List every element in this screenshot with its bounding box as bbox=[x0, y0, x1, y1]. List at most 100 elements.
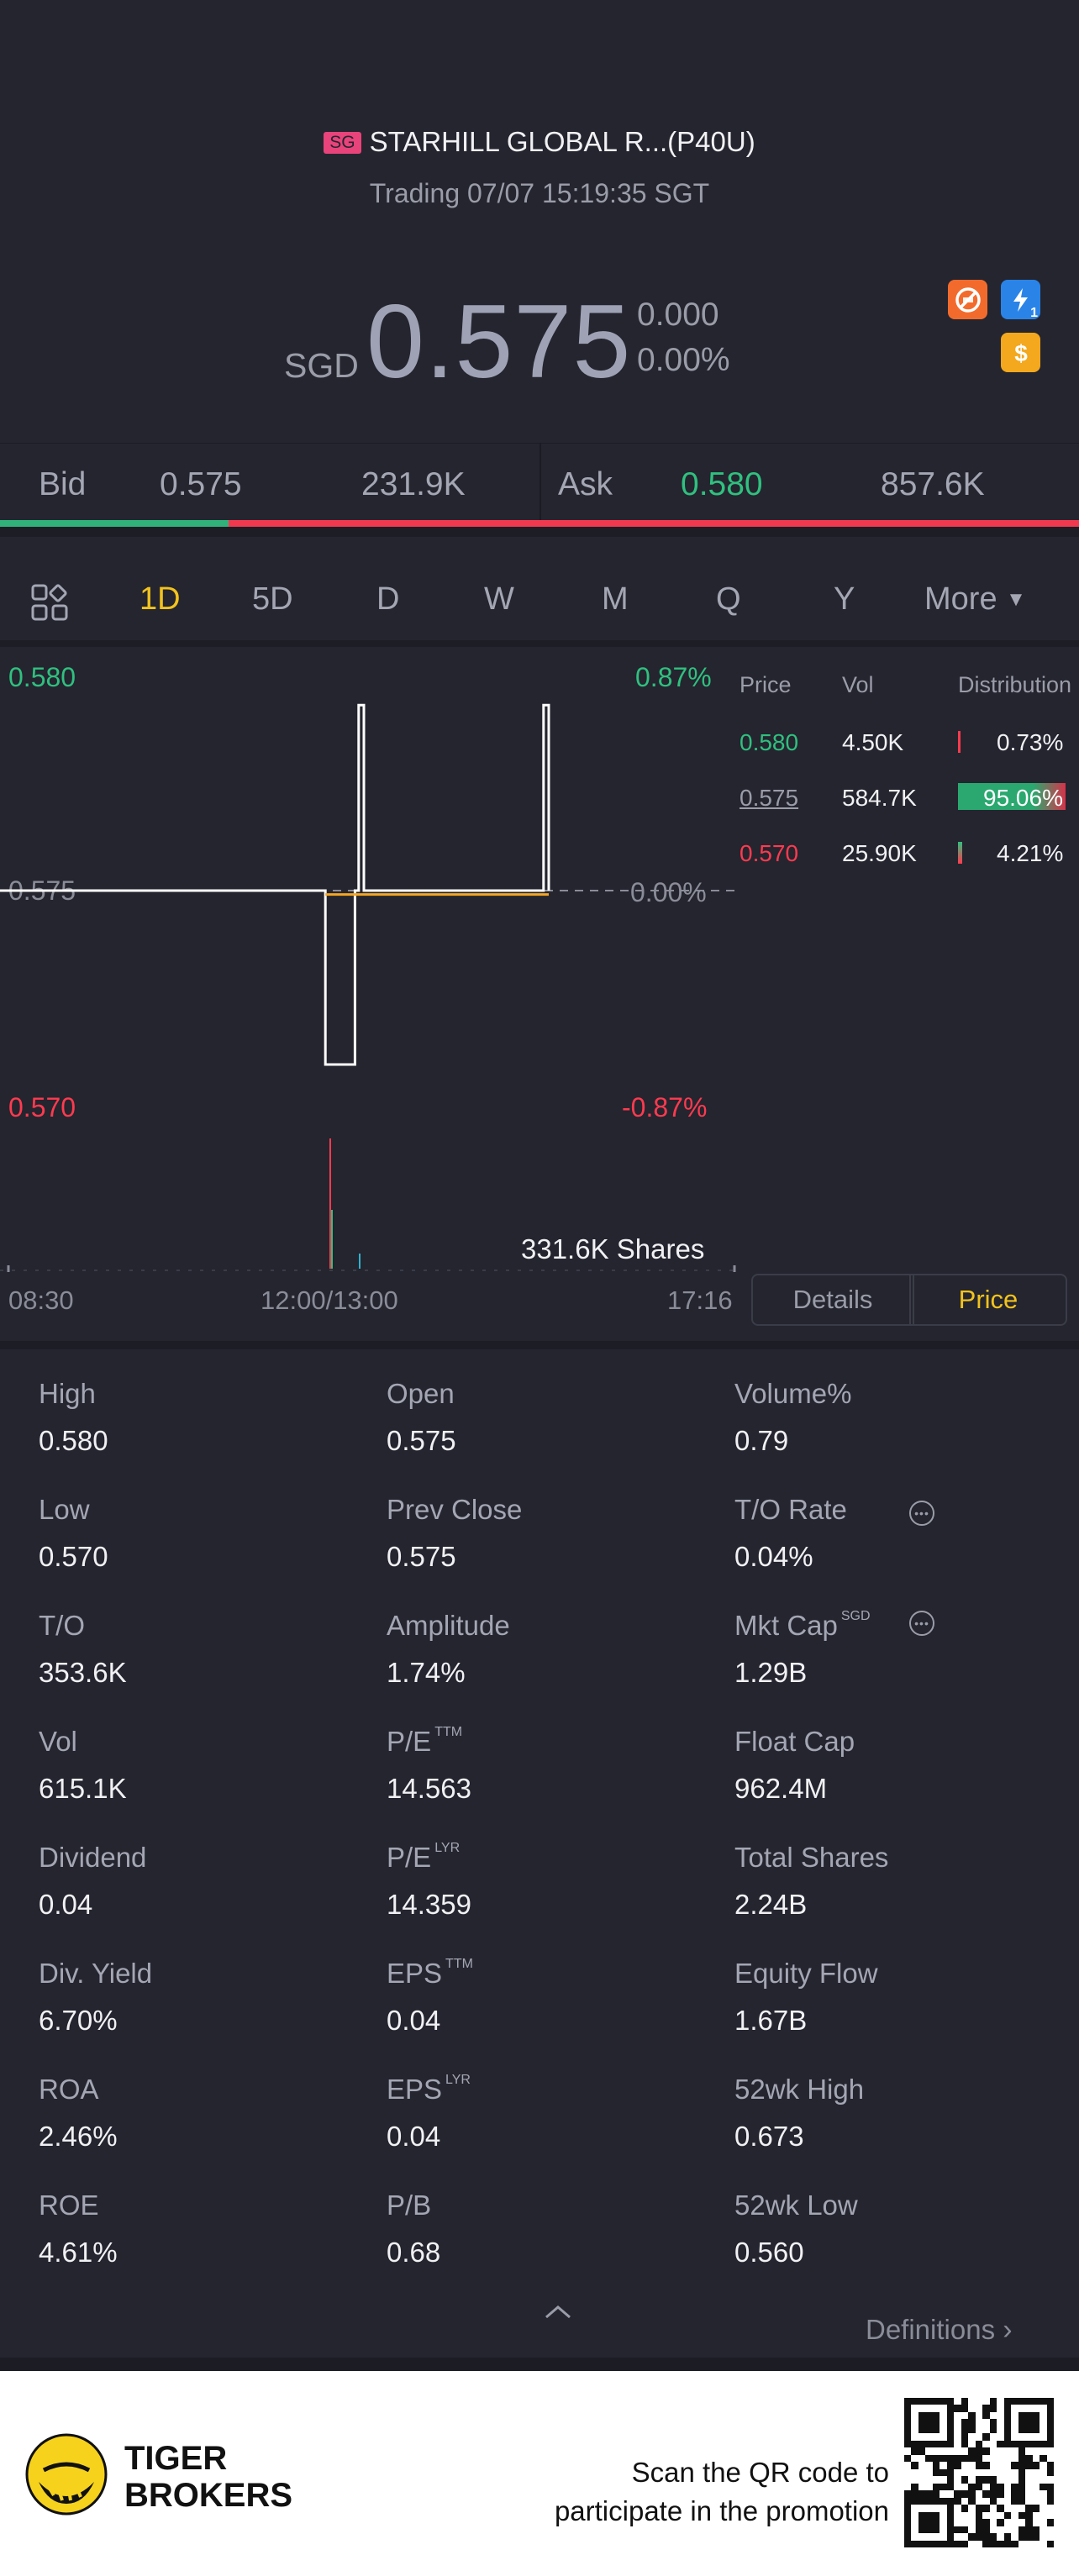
details-tab[interactable]: Details bbox=[751, 1274, 914, 1326]
section-separator bbox=[0, 527, 1079, 537]
y-axis-bottom-pct: -0.87% bbox=[622, 1092, 708, 1122]
stat-label-superscript: TTM bbox=[434, 1725, 463, 1739]
dist-header-distribution: Distribution bbox=[958, 672, 1072, 697]
tab-1d[interactable]: 1D bbox=[139, 581, 181, 617]
tab-y[interactable]: Y bbox=[834, 581, 855, 617]
stat-label: Prev Close bbox=[387, 1494, 522, 1526]
stat-value: 4.61% bbox=[39, 2237, 118, 2268]
stat-label-text: Float Cap bbox=[734, 1726, 855, 1757]
ask-volume: 857.6K bbox=[881, 466, 985, 502]
stat-label-text: Div. Yield bbox=[39, 1958, 153, 1989]
mkt-cap-info-icon[interactable]: ••• bbox=[909, 1611, 934, 1636]
stat-value: 2.24B bbox=[734, 1889, 808, 1920]
dist-row-bar bbox=[958, 842, 962, 864]
layout-grid-icon[interactable] bbox=[30, 583, 69, 626]
stat-label: ROA bbox=[39, 2074, 99, 2105]
dist-row-bar bbox=[958, 731, 961, 753]
stat-value: 2.46% bbox=[39, 2121, 118, 2152]
bid-ask-divider bbox=[540, 443, 541, 520]
stat-value: 14.359 bbox=[387, 1889, 471, 1920]
stat-label-text: 52wk High bbox=[734, 2074, 865, 2105]
tab-w[interactable]: W bbox=[484, 581, 514, 617]
promo-footer: TIGER BROKERS Scan the QR code to partic… bbox=[0, 2371, 1079, 2576]
y-axis-top: 0.580 bbox=[8, 662, 76, 692]
stat-label-text: ROA bbox=[39, 2074, 99, 2105]
tab-m[interactable]: M bbox=[602, 581, 629, 617]
promo-text: Scan the QR code to participate in the p… bbox=[555, 2453, 889, 2531]
stat-value: 0.68 bbox=[387, 2237, 441, 2268]
stat-label: Dividend bbox=[39, 1842, 146, 1874]
dist-row-pct: 4.21% bbox=[997, 840, 1064, 866]
stat-label: Volume% bbox=[734, 1378, 851, 1410]
y-axis-mid-pct: 0.00% bbox=[630, 877, 707, 907]
volume-label: 331.6K Shares bbox=[521, 1233, 705, 1264]
stat-label: Low bbox=[39, 1494, 90, 1526]
stat-label-text: 52wk Low bbox=[734, 2190, 858, 2221]
tab-5d[interactable]: 5D bbox=[252, 581, 293, 617]
stat-label-text: P/E bbox=[387, 1842, 432, 1873]
price-change: 0.000 0.00% bbox=[637, 292, 730, 383]
brand-line-2: BROKERS bbox=[124, 2477, 293, 2514]
svg-text:$: $ bbox=[1014, 340, 1028, 366]
stat-label-text: T/O Rate bbox=[734, 1494, 847, 1525]
definitions-link[interactable]: Definitions › bbox=[866, 2314, 1013, 2347]
y-axis-bottom: 0.570 bbox=[8, 1092, 76, 1122]
stat-label: P/B bbox=[387, 2190, 431, 2221]
intraday-price-chart[interactable] bbox=[0, 655, 740, 1277]
dist-row-vol: 25.90K bbox=[842, 840, 917, 866]
collapse-chevron-up-icon[interactable] bbox=[543, 2302, 573, 2325]
no-short-icon[interactable] bbox=[948, 280, 987, 319]
stat-label: 52wk High bbox=[734, 2074, 864, 2105]
last-price: 0.575 bbox=[366, 284, 632, 400]
ask-price: 0.580 bbox=[681, 466, 763, 502]
stat-value: 6.70% bbox=[39, 2005, 118, 2036]
stat-value: 0.04% bbox=[734, 1541, 813, 1572]
chevron-right-icon: › bbox=[1003, 2314, 1013, 2346]
stat-label: Vol bbox=[39, 1726, 77, 1758]
dist-header-price: Price bbox=[740, 672, 792, 697]
dist-header-vol: Vol bbox=[842, 672, 874, 697]
stat-value: 962.4M bbox=[734, 1773, 828, 1804]
stock-title: SG STARHILL GLOBAL R...(P40U) bbox=[0, 126, 1079, 158]
brand-line-1: TIGER bbox=[124, 2440, 228, 2477]
x-axis-mid: 12:00/13:00 bbox=[261, 1285, 398, 1315]
bid-volume: 231.9K bbox=[361, 466, 466, 502]
stat-label: P/E LYR bbox=[387, 1841, 460, 1874]
change-value: 0.000 bbox=[637, 297, 719, 333]
stat-label: P/E TTM bbox=[387, 1725, 463, 1758]
tabs-separator bbox=[0, 640, 1079, 647]
tab-more[interactable]: More ▼ bbox=[924, 581, 1026, 618]
dist-row-price: 0.570 bbox=[740, 840, 799, 866]
stat-value: 14.563 bbox=[387, 1773, 471, 1804]
stat-value: 0.560 bbox=[734, 2237, 804, 2268]
tab-d[interactable]: D bbox=[376, 581, 400, 617]
stat-label: Float Cap bbox=[734, 1726, 855, 1758]
lightning-badge-count: 1 bbox=[1030, 306, 1038, 320]
volume-bars bbox=[0, 1138, 740, 1272]
stat-label-text: ROE bbox=[39, 2190, 99, 2221]
tab-q[interactable]: Q bbox=[716, 581, 741, 617]
stat-value: 0.79 bbox=[734, 1425, 789, 1456]
price-tab[interactable]: Price bbox=[909, 1274, 1067, 1326]
stat-label: EPS TTM bbox=[387, 1957, 473, 1990]
stat-label-text: Total Shares bbox=[734, 1842, 889, 1873]
dist-row-price: 0.580 bbox=[740, 729, 799, 755]
trading-status: Trading 07/07 15:19:35 SGT bbox=[369, 178, 710, 208]
stat-label-text: P/E bbox=[387, 1726, 432, 1757]
ask-label: Ask bbox=[558, 466, 613, 502]
qr-code[interactable] bbox=[904, 2398, 1054, 2547]
stat-label-superscript: LYR bbox=[445, 2073, 471, 2087]
dollar-icon[interactable]: $ bbox=[1001, 333, 1040, 372]
lightning-icon[interactable]: 1 bbox=[1001, 280, 1040, 320]
stat-label: T/O bbox=[39, 1610, 85, 1642]
x-axis-end: 17:16 bbox=[667, 1285, 733, 1315]
stat-label-text: P/B bbox=[387, 2190, 432, 2221]
stat-label: T/O Rate bbox=[734, 1494, 847, 1526]
stats-separator bbox=[0, 1341, 1079, 1349]
stat-label-text: Dividend bbox=[39, 1842, 147, 1873]
stat-label-text: EPS bbox=[387, 1958, 443, 1989]
to-rate-info-icon[interactable]: ••• bbox=[909, 1501, 934, 1526]
stat-label-text: Low bbox=[39, 1494, 90, 1525]
stat-value: 1.29B bbox=[734, 1657, 808, 1688]
stat-value: 0.570 bbox=[39, 1541, 108, 1572]
